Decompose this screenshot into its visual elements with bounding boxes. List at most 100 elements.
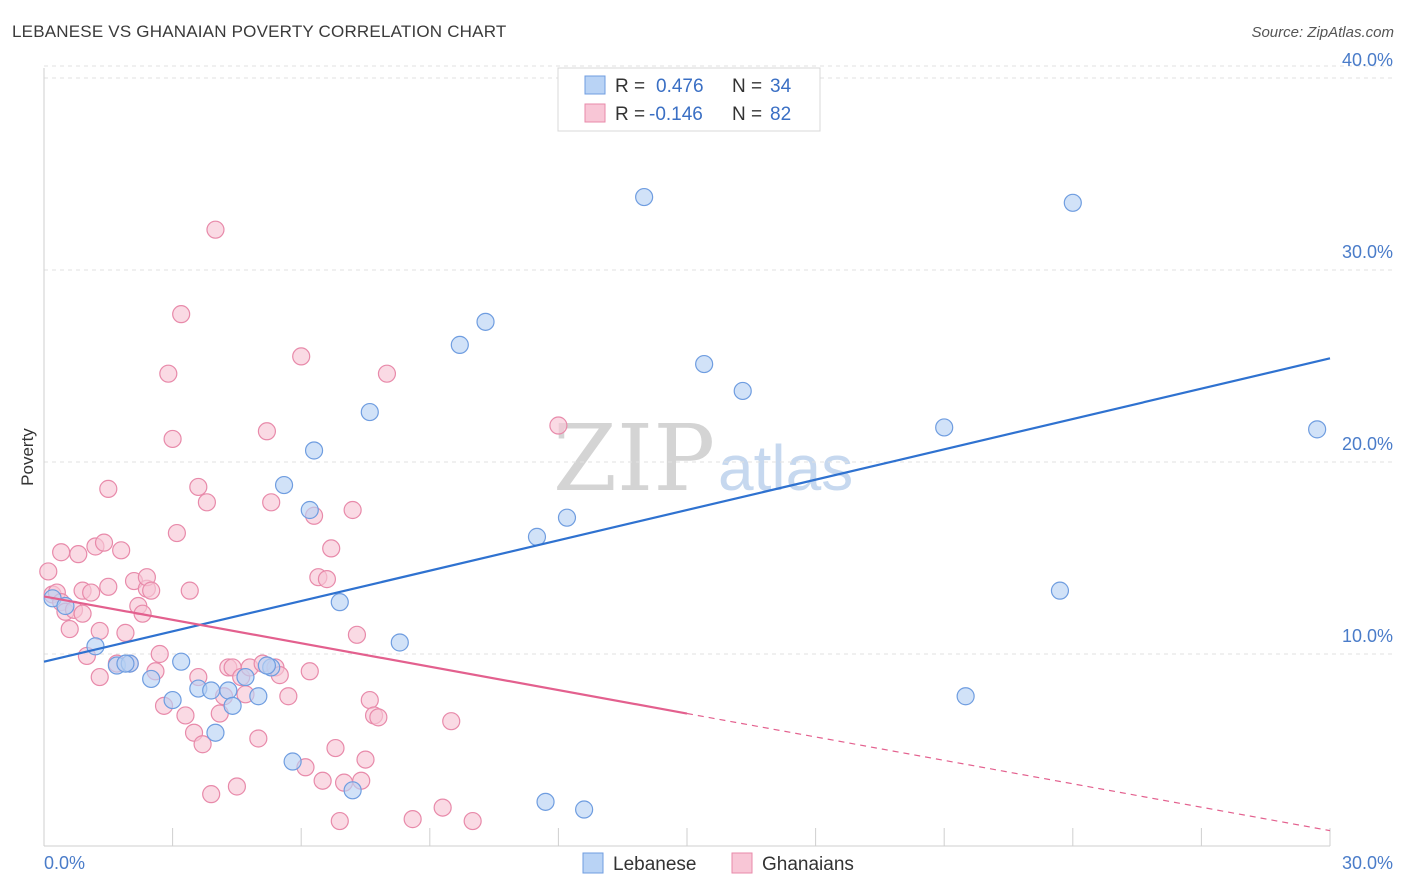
gridlines (44, 65, 1393, 655)
ghanaian-point (90, 621, 109, 641)
ghanaian-point (180, 581, 199, 600)
legend-n-label-ghanaians: N = (732, 104, 762, 125)
ghanaian-point (343, 500, 362, 520)
lebanese-point (283, 752, 302, 771)
legend-r-value-ghanaians: -0.146 (649, 104, 703, 125)
lebanese-point (163, 690, 182, 710)
ghanaian-trend-line (43, 595, 688, 715)
legend-n-value-lebanese: 34 (770, 76, 792, 97)
watermark-atlas: atlas (718, 432, 853, 504)
lebanese-point (330, 593, 349, 612)
ghanaian-trend-line-extension (686, 712, 1331, 832)
legend-r-value-lebanese: 0.476 (656, 76, 704, 97)
lebanese-point (219, 681, 238, 700)
ghanaian-point (189, 477, 208, 497)
chart-title: LEBANESE VS GHANAIAN POVERTY CORRELATION… (12, 22, 507, 41)
ghanaian-point (330, 811, 349, 831)
ghanaian-point (227, 777, 246, 796)
lebanese-point (557, 508, 577, 527)
ghanaian-point (292, 347, 311, 366)
ghanaian-point (202, 785, 221, 804)
ghanaian-point (112, 541, 131, 560)
ghanaian-point (159, 364, 178, 383)
ghanaian-point (262, 493, 281, 512)
legend-swatch-lebanese (584, 75, 606, 95)
ghanaian-point (142, 581, 161, 600)
ghanaian-point (463, 811, 482, 831)
lebanese-point (116, 654, 135, 673)
lebanese-point (575, 800, 594, 819)
ghanaian-point (206, 220, 225, 239)
ghanaian-point (377, 364, 397, 383)
ghanaian-point (442, 712, 461, 731)
ghanaian-point (300, 662, 319, 681)
ghanaian-point (150, 644, 169, 664)
ghanaian-point (90, 667, 109, 687)
lebanese-point (733, 381, 752, 401)
lebanese-point (476, 312, 495, 331)
lebanese-point (172, 652, 191, 671)
ghanaian-point (176, 706, 195, 725)
series-legend: Lebanese Ghanaians (582, 852, 854, 875)
lebanese-point (257, 656, 277, 675)
lebanese-point (1308, 420, 1327, 439)
lebanese-point (223, 696, 242, 715)
ghanaian-point (317, 570, 337, 589)
lebanese-trend-line (43, 357, 1331, 663)
lebanese-point (142, 669, 161, 689)
lebanese-point (536, 792, 555, 811)
lebanese-point (527, 527, 547, 546)
lebanese-point (956, 687, 975, 706)
bottom-legend-label-ghanaians: Ghanaians (762, 854, 854, 875)
lebanese-point (206, 723, 225, 742)
ghanaian-point (99, 577, 118, 596)
ghanaian-point (322, 539, 341, 558)
series-ghanaians-points (39, 220, 568, 831)
lebanese-point (390, 633, 409, 652)
ghanaian-point (193, 735, 212, 754)
lebanese-point (935, 418, 954, 437)
ghanaian-point (347, 625, 367, 644)
ghanaian-point (403, 810, 422, 829)
ghanaian-point (60, 619, 79, 639)
bottom-legend-swatch-ghanaians (731, 852, 753, 874)
legend-swatch-ghanaians (584, 103, 606, 123)
lebanese-point (86, 637, 105, 656)
lebanese-point (300, 500, 319, 520)
y-axis-labels: 10.0% 20.0% 30.0% 40.0% (1342, 50, 1393, 646)
y-axis-title: Poverty (18, 428, 37, 486)
ghanaian-point (369, 708, 388, 727)
lebanese-point (202, 681, 221, 700)
lebanese-point (236, 667, 255, 687)
lebanese-point (695, 354, 714, 374)
y-tick-label-0: 10.0% (1342, 626, 1393, 646)
ghanaian-point (326, 738, 345, 758)
x-axis-ticks (172, 828, 1331, 846)
lebanese-point (450, 335, 469, 354)
ghanaian-point (52, 543, 71, 562)
series-lebanese-points (43, 187, 1327, 819)
ghanaian-point (433, 798, 452, 817)
ghanaian-point (116, 623, 135, 642)
ghanaian-point (39, 562, 58, 581)
lebanese-point (274, 475, 294, 495)
ghanaian-point (73, 604, 92, 623)
x-tick-label-min: 0.0% (44, 853, 85, 873)
y-tick-label-3: 40.0% (1342, 50, 1393, 70)
trend-lines (43, 357, 1331, 832)
watermark-zip: ZIP (553, 405, 715, 512)
legend-n-label-lebanese: N = (732, 76, 762, 97)
ghanaian-point (99, 479, 118, 498)
legend-r-label-ghanaians: R = (615, 104, 645, 125)
ghanaian-point (82, 583, 101, 602)
ghanaian-point (94, 533, 114, 552)
lebanese-point (360, 402, 379, 422)
lebanese-point (635, 187, 654, 207)
ghanaian-point (172, 305, 191, 324)
legend-r-label-lebanese: R = (615, 76, 645, 97)
ghanaian-point (279, 687, 298, 706)
stats-legend: R = 0.476 N = 34 R = -0.146 N = 82 (557, 67, 821, 132)
lebanese-point (1063, 193, 1082, 212)
ghanaian-point (197, 493, 216, 512)
